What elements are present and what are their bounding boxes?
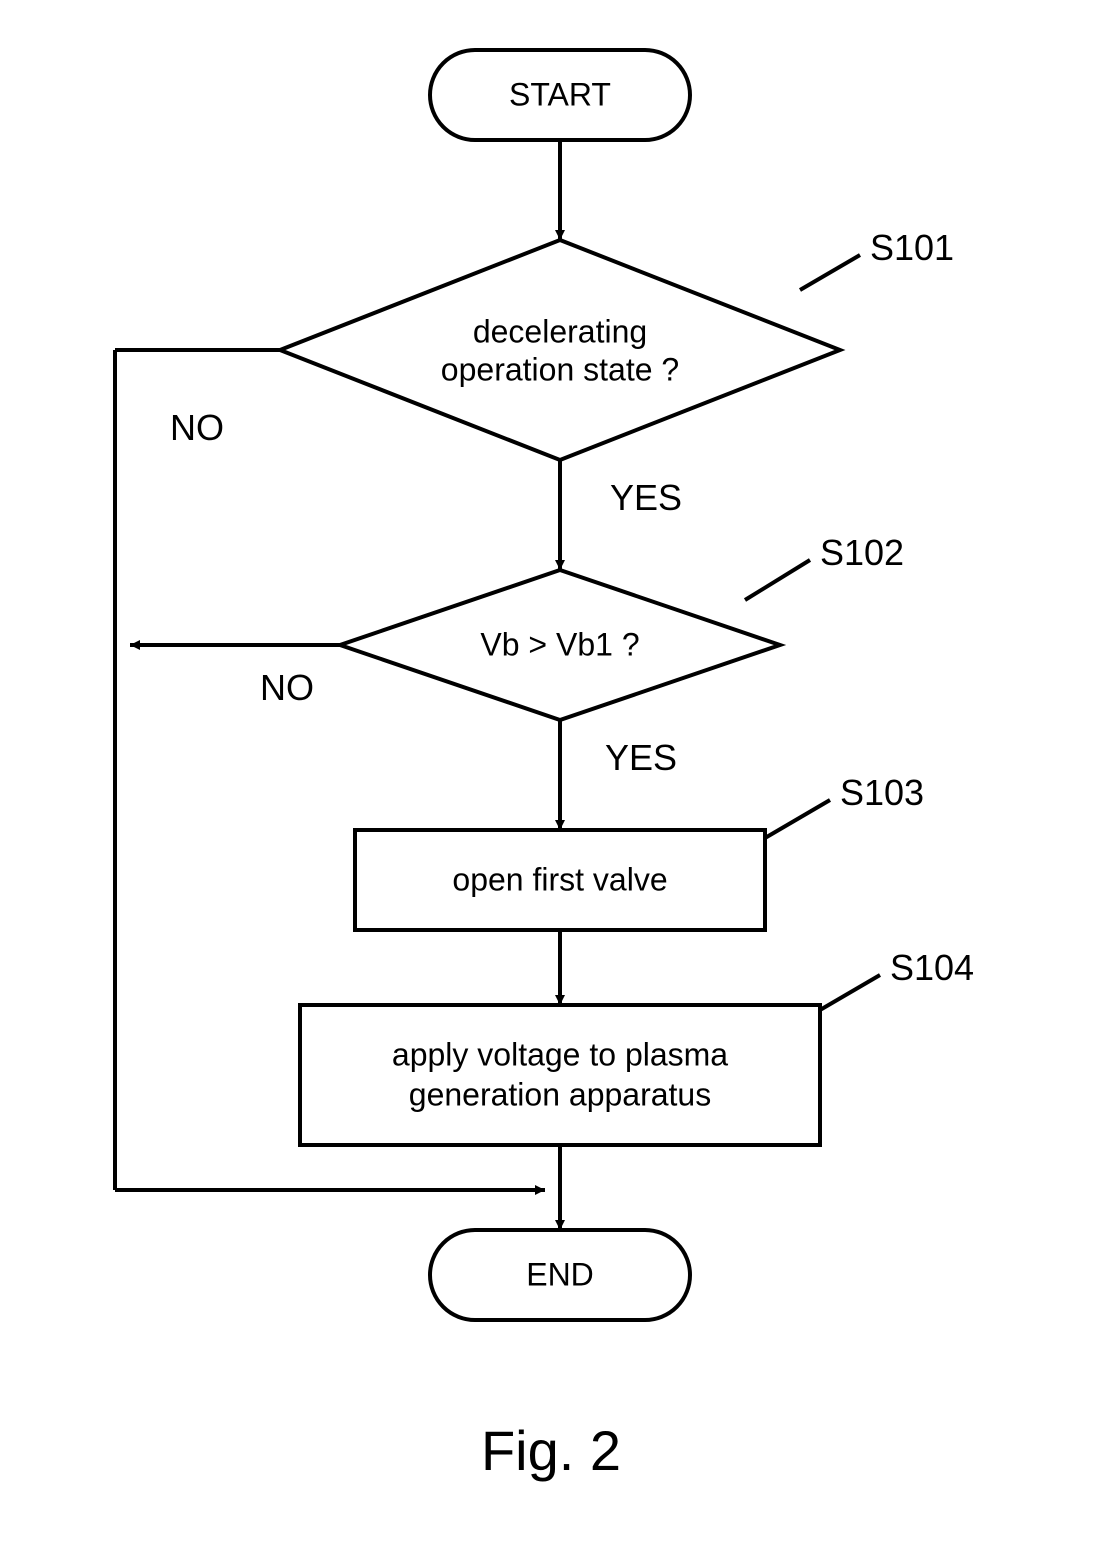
svg-text:apply voltage to plasma: apply voltage to plasma	[392, 1036, 728, 1072]
svg-text:S102: S102	[820, 532, 904, 573]
svg-text:S103: S103	[840, 772, 924, 813]
svg-text:generation apparatus: generation apparatus	[409, 1076, 711, 1112]
svg-text:NO: NO	[170, 407, 224, 448]
svg-text:decelerating: decelerating	[473, 313, 647, 349]
svg-text:S104: S104	[890, 947, 974, 988]
svg-text:operation state ?: operation state ?	[441, 351, 679, 387]
svg-text:START: START	[509, 76, 611, 112]
svg-text:S101: S101	[870, 227, 954, 268]
svg-text:Fig. 2: Fig. 2	[481, 1419, 621, 1482]
svg-text:END: END	[526, 1256, 594, 1292]
svg-text:YES: YES	[605, 737, 677, 778]
svg-text:YES: YES	[610, 477, 682, 518]
flowchart-figure: START deceleratingoperation state ? Vb > V…	[0, 0, 1102, 1563]
svg-text:open first valve: open first valve	[452, 861, 667, 897]
svg-text:NO: NO	[260, 667, 314, 708]
svg-text:Vb > Vb1 ?: Vb > Vb1 ?	[480, 626, 639, 662]
